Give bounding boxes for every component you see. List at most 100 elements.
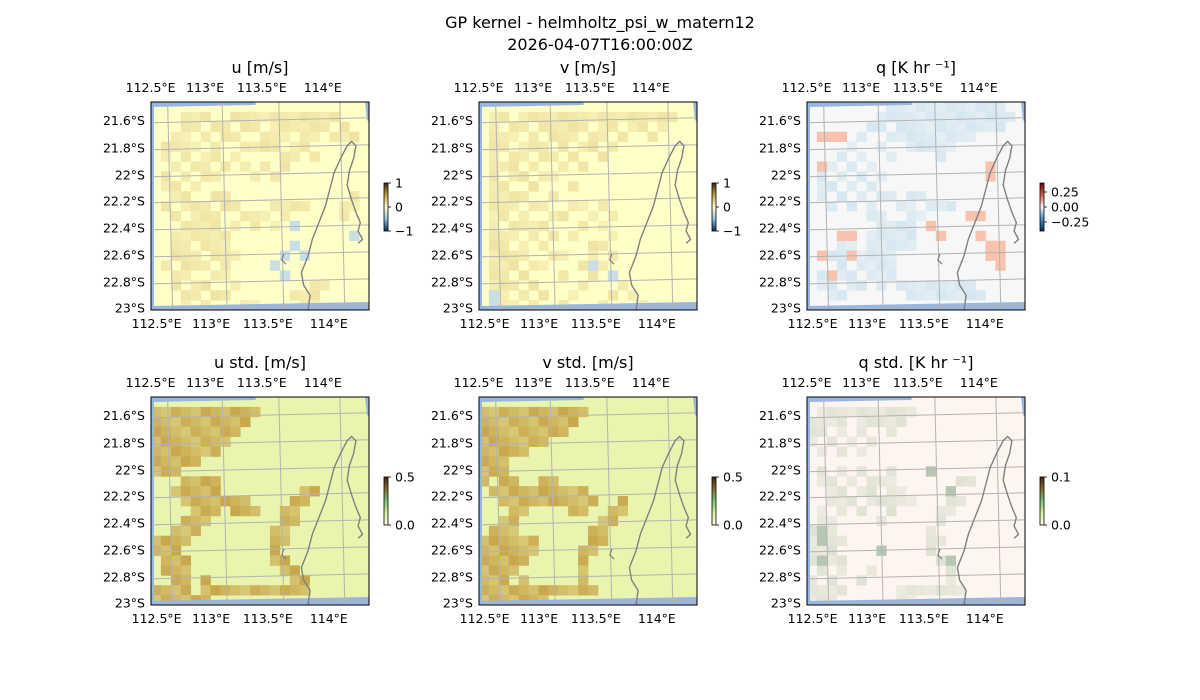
data-cell <box>269 525 281 537</box>
data-cell <box>220 416 231 428</box>
data-cell <box>826 486 838 497</box>
data-cell <box>518 436 529 447</box>
data-cell <box>518 240 529 251</box>
data-cell <box>151 535 162 546</box>
data-cell-accent <box>945 555 957 566</box>
data-cell <box>886 230 897 242</box>
data-cell <box>896 486 907 497</box>
data-cell <box>597 111 609 123</box>
data-cell <box>299 575 310 586</box>
data-cell <box>975 121 986 133</box>
data-cell <box>816 515 828 527</box>
data-cell <box>538 111 549 123</box>
data-cell <box>518 575 529 586</box>
data-cell <box>230 250 241 261</box>
data-cell-accent <box>289 220 301 232</box>
data-cell <box>508 191 520 202</box>
data-cell <box>200 436 211 447</box>
data-cell <box>488 525 500 537</box>
data-cell <box>528 201 539 212</box>
data-cell <box>309 151 320 162</box>
colorbar-bar <box>711 476 717 526</box>
data-cell <box>906 191 917 202</box>
data-cell <box>607 230 619 242</box>
gridline-lon <box>934 102 941 310</box>
coastline-island <box>281 253 287 265</box>
data-cell <box>488 406 500 418</box>
ocean-bottom <box>807 302 1025 310</box>
data-cell <box>230 131 241 143</box>
coastline <box>956 435 1020 605</box>
data-cell <box>488 270 500 281</box>
lon-tick-label-bottom: 113.5°E <box>571 611 621 626</box>
data-cell <box>597 220 609 232</box>
data-cell <box>250 406 261 418</box>
data-cell <box>488 121 500 133</box>
data-cell <box>180 406 192 418</box>
data-cell <box>180 131 192 143</box>
lon-tick-label-bottom: 113°E <box>848 316 886 331</box>
data-cell <box>866 121 877 133</box>
data-cell <box>240 496 251 507</box>
data-cell <box>210 426 221 438</box>
colorbar: 1 0 −1 <box>711 176 741 239</box>
data-cell <box>488 201 500 212</box>
data-cell <box>200 171 211 182</box>
data-cell <box>170 161 182 172</box>
data-cell <box>210 210 221 222</box>
lat-tick-label: 22.8°S <box>759 569 801 584</box>
gridline-lat <box>807 519 1025 526</box>
data-cell <box>935 505 947 517</box>
data-cell <box>170 595 182 605</box>
colorbar: 0.250.00−0.25 <box>1039 182 1089 232</box>
lat-tick-label: 22°S <box>771 462 801 477</box>
data-cell <box>299 290 310 301</box>
data-cell <box>965 121 976 133</box>
data-cell <box>289 505 301 517</box>
data-cell <box>151 545 162 556</box>
data-cell <box>200 585 211 596</box>
data-cell <box>220 131 231 143</box>
data-cell <box>588 270 599 281</box>
colorbar-tick-label: 0.0 <box>395 518 415 533</box>
data-cell <box>528 161 539 172</box>
lat-tick-label: 23°S <box>771 300 801 315</box>
data-cell <box>925 201 937 212</box>
data-cell <box>230 280 241 291</box>
colorbar-bar <box>383 182 389 232</box>
data-cell <box>896 406 907 418</box>
gridline-lat <box>151 117 369 124</box>
data-cell <box>210 121 221 133</box>
data-cell <box>925 585 937 596</box>
data-cell <box>190 220 201 232</box>
data-cell <box>588 545 599 556</box>
data-cell <box>160 260 172 271</box>
data-cell <box>906 406 917 418</box>
data-cell <box>220 496 231 507</box>
data-cell <box>846 240 857 251</box>
data-cell <box>180 300 192 310</box>
lon-tick-label-bottom: 114°E <box>638 316 676 331</box>
data-cell <box>538 240 549 251</box>
panel-2: v [m/s]112.5°E112.5°E113°E113°E113.5°E11… <box>431 58 741 331</box>
data-cell <box>637 121 648 133</box>
ocean-left <box>807 397 810 605</box>
data-cell <box>548 151 559 162</box>
data-cell <box>975 290 986 301</box>
data-cell <box>180 230 192 242</box>
data-cell <box>200 280 211 291</box>
lat-tick-label: 21.6°S <box>103 113 145 128</box>
data-cell <box>548 210 559 222</box>
ocean-left <box>151 397 154 605</box>
ocean-bottom <box>151 302 369 310</box>
data-cell <box>816 191 828 202</box>
data-cell <box>210 141 221 152</box>
data-cell <box>617 496 629 507</box>
data-cell <box>866 416 877 428</box>
data-cell <box>637 111 648 123</box>
data-cell <box>816 270 828 281</box>
lon-tick-label-top: 114°E <box>304 80 342 95</box>
data-cell <box>200 220 211 232</box>
data-cell <box>210 290 221 301</box>
lat-tick-label: 22°S <box>443 167 473 182</box>
